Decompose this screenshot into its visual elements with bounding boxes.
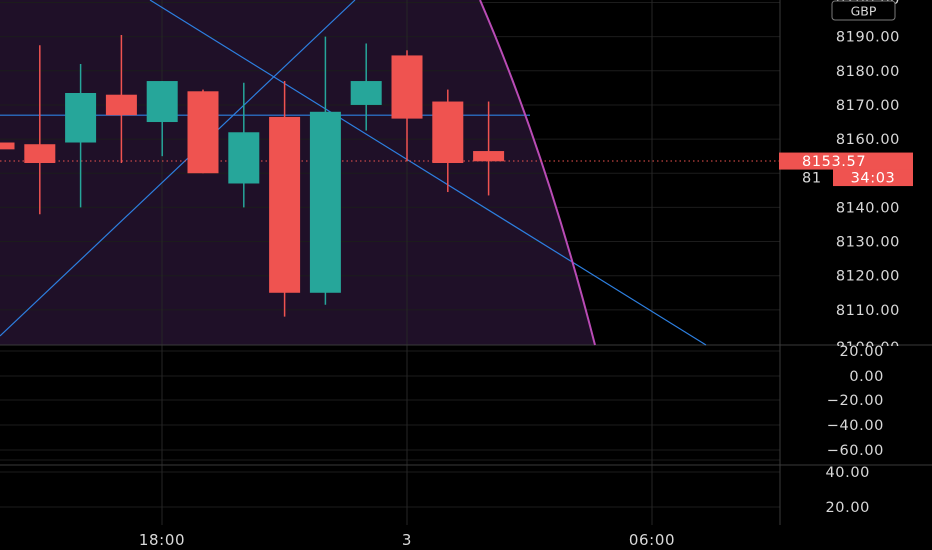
currency-label: GBP [851, 4, 877, 19]
indicator-tick-label: 40.00 [825, 465, 870, 481]
sub-pane-grid [0, 350, 780, 508]
indicator-tick-label: 20.00 [839, 344, 884, 360]
price-tick-label: 8180.00 [836, 64, 900, 80]
candle-body [146, 81, 178, 123]
price-tick-label: 8140.00 [836, 200, 900, 216]
candlestick-series[interactable] [0, 34, 505, 317]
candle-body [105, 94, 137, 116]
trendline-ascending[interactable] [0, 0, 356, 337]
trendline-descending[interactable] [149, 0, 707, 346]
candle-body [228, 132, 260, 184]
candle-body [65, 92, 97, 143]
indicator-tick-label: −60.00 [827, 443, 884, 459]
indicator-tick-label: 0.00 [849, 369, 884, 385]
candle-body [473, 151, 505, 162]
current-price-label: 8153.57 [802, 154, 866, 170]
sub-pane-axis[interactable]: 20.00 0.00 −20.00 −40.00 −60.00 40.00 20.00 [825, 344, 884, 516]
indicator-tick-label: −40.00 [827, 418, 884, 434]
candle-body [0, 142, 15, 150]
countdown-label-box [833, 169, 913, 187]
price-tick-label: 8130.00 [836, 235, 900, 251]
price-tick-label: 8120.00 [836, 269, 900, 285]
price-tick-label: 8170.00 [836, 98, 900, 114]
candle-body [391, 55, 423, 119]
price-tick-label: 8110.00 [836, 303, 900, 319]
time-axis[interactable]: 18:00 3 06:00 [139, 531, 675, 549]
candle-body [350, 81, 382, 105]
time-tick-label: 06:00 [629, 531, 675, 549]
indicator-tick-label: 20.00 [825, 500, 870, 516]
axis-mask [781, 346, 932, 356]
candle-body [187, 91, 219, 174]
indicator-tick-label: −20.00 [827, 393, 884, 409]
price-tick-label: 8160.00 [836, 132, 900, 148]
candle-body [309, 111, 341, 293]
current-price-label-box [779, 152, 913, 170]
price-axis[interactable]: 8190.00 8180.00 8170.00 8160.00 8140.00 8130.… [781, 0, 932, 356]
price-tick-label: 8190.00 [836, 30, 900, 46]
currency-badge-box[interactable] [831, 0, 896, 21]
time-tick-label: 3 [402, 531, 412, 549]
countdown-label: 34:03 [851, 171, 896, 187]
price-tick-label-hidden: 81 [802, 171, 822, 187]
candle-body [269, 116, 301, 293]
candle-body [432, 101, 464, 164]
time-tick-label: 18:00 [139, 531, 185, 549]
candle-body [24, 144, 56, 164]
